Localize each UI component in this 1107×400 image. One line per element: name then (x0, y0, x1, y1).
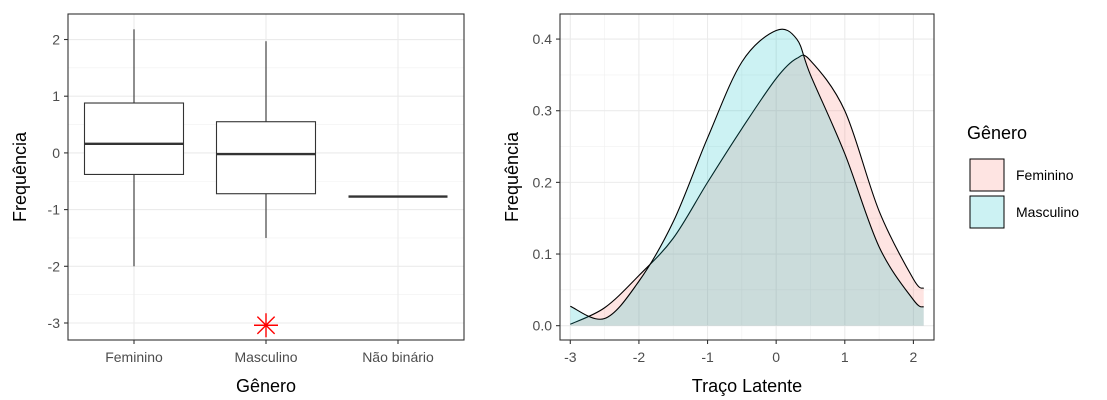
density-line-feminino (570, 54, 925, 325)
density-y-tick-label: 0.3 (533, 103, 553, 119)
density-x-axis-title: Traço Latente (692, 376, 802, 396)
density-y-tick-label: 0.4 (533, 31, 553, 47)
density-border (559, 13, 935, 341)
density-y-axis-title: Frequência (502, 131, 522, 222)
boxplot-y-tick-label: 0 (52, 145, 60, 161)
box-feminino (83, 102, 185, 175)
density-y-tick-label: 0.2 (533, 174, 553, 190)
boxplot-x-tick-label: Não binário (362, 349, 434, 365)
legend-key-masculino (969, 195, 1005, 229)
boxplot-y-axis-title: Frequência (10, 131, 30, 222)
density-x-tick-label: 0 (772, 349, 780, 365)
boxplot-y-tick-label: -3 (48, 315, 61, 331)
density-y-tick-label: 0.0 (533, 318, 553, 334)
boxplot-x-tick-label: Masculino (234, 349, 297, 365)
boxplot-x-tick-label: Feminino (105, 349, 163, 365)
density-area-masculino (570, 29, 924, 326)
density-line-masculino (570, 28, 925, 320)
outlier-stroke (256, 316, 276, 335)
density-x-tick-label: 1 (841, 349, 849, 365)
boxplot-y-tick-label: -2 (48, 258, 61, 274)
boxplot-y-tick-label: 2 (52, 32, 60, 48)
legend-key-feminino (969, 158, 1005, 192)
density-area-feminino (570, 55, 924, 326)
legend-title: Gênero (967, 123, 1027, 143)
density-chart: 0.4 0.3 0.2 0.1 0.0 -3 -2 -1 0 1 2 Traço Latente Fre… (502, 13, 935, 396)
box-masculino (215, 121, 317, 195)
box-outlier-masculino (254, 313, 278, 338)
legend-label-feminino: Feminino (1016, 167, 1074, 183)
density-panel (560, 14, 934, 340)
legend-label-masculino: Masculino (1016, 204, 1079, 220)
density-x-tick-label: 2 (910, 349, 918, 365)
density-x-tick-label: -1 (701, 349, 714, 365)
legend: Gênero Feminino Masculino (967, 123, 1079, 229)
boxplot-x-axis-title: Gênero (236, 376, 296, 396)
density-y-tick-label: 0.1 (533, 246, 553, 262)
density-x-tick-label: -2 (633, 349, 646, 365)
boxplot-y-tick-label: 1 (52, 88, 60, 104)
boxplot-y-tick-label: -1 (48, 202, 61, 218)
density-x-tick-label: -3 (564, 349, 577, 365)
boxplot-chart: 2 1 0 -1 -2 -3 Feminino Masculino Não binário Gên… (10, 13, 465, 396)
